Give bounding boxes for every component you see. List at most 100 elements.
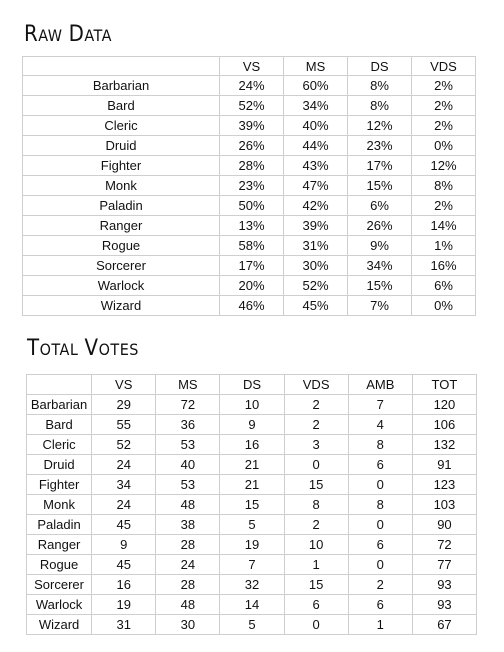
table-row: Druid 24 40 21 0 6 91: [25, 454, 478, 475]
table-row: Ranger 13% 39% 26% 14%: [22, 215, 476, 236]
table-row: Bard 55 36 9 2 4 106: [25, 414, 478, 435]
table-cell: 9: [91, 534, 157, 555]
header-row: VS MS DS VDS AMB TOT: [25, 374, 478, 395]
column-header: VDS: [283, 374, 349, 395]
row-label: Ranger: [25, 534, 93, 555]
table-cell: 10: [283, 534, 349, 555]
row-label: Fighter: [22, 155, 220, 176]
table-cell: 5: [219, 614, 285, 635]
table-cell: 17%: [219, 255, 284, 276]
total-votes-table: VS MS DS VDS AMB TOT Barbarian 29 72 10 2 7 120 Bard 5…: [25, 374, 478, 635]
table-row: Rogue 58% 31% 9% 1%: [22, 235, 476, 256]
table-cell: 34: [91, 474, 157, 495]
table-row: Druid 26% 44% 23% 0%: [22, 135, 476, 156]
table-cell: 7: [219, 554, 285, 575]
table-cell: 44%: [283, 135, 348, 156]
table-cell: 6%: [411, 275, 476, 296]
row-label: Sorcerer: [22, 255, 220, 276]
raw-data-table: VS MS DS VDS Barbarian 24% 60% 8% 2% Bard 52% 34% 8%…: [22, 56, 476, 316]
table-cell: 60%: [283, 75, 348, 96]
table-cell: 52%: [219, 95, 284, 116]
table-cell: 67: [411, 614, 478, 635]
table-cell: 90: [411, 514, 478, 535]
total-heading-rest-1: otal: [39, 340, 79, 359]
table-cell: 45: [91, 514, 157, 535]
column-header: TOT: [411, 374, 478, 395]
table-cell: 34%: [283, 95, 348, 116]
table-cell: 30%: [283, 255, 348, 276]
table-cell: 21: [219, 474, 285, 495]
table-cell: 24: [91, 494, 157, 515]
table-cell: 0: [347, 514, 413, 535]
table-cell: 53: [155, 434, 221, 455]
table-cell: 9: [219, 414, 285, 435]
table-cell: 5: [219, 514, 285, 535]
table-cell: 2: [283, 414, 349, 435]
table-row: Ranger 9 28 19 10 6 72: [25, 534, 478, 555]
header-row: VS MS DS VDS: [22, 56, 476, 76]
table-cell: 45%: [283, 295, 348, 316]
column-header: MS: [155, 374, 221, 395]
table-cell: 58%: [219, 235, 284, 256]
raw-heading-rest-2: ata: [84, 26, 112, 45]
table-cell: 72: [411, 534, 478, 555]
table-cell: 0: [347, 554, 413, 575]
table-cell: 91: [411, 454, 478, 475]
table-cell: 77: [411, 554, 478, 575]
row-label: Ranger: [22, 215, 220, 236]
table-cell: 8%: [347, 75, 412, 96]
column-header: VDS: [411, 56, 476, 76]
table-cell: 23%: [347, 135, 412, 156]
table-row: Paladin 45 38 5 2 0 90: [25, 514, 478, 535]
table-cell: 13%: [219, 215, 284, 236]
table-cell: 38: [155, 514, 221, 535]
table-cell: 50%: [219, 195, 284, 216]
table-row: Wizard 31 30 5 0 1 67: [25, 614, 478, 635]
table-row: Wizard 46% 45% 7% 0%: [22, 295, 476, 316]
row-label: Rogue: [22, 235, 220, 256]
row-label: Sorcerer: [25, 574, 93, 595]
table-cell: 1: [347, 614, 413, 635]
row-label: Warlock: [25, 594, 93, 615]
table-cell: 6: [347, 594, 413, 615]
row-label: Fighter: [25, 474, 93, 495]
table-cell: 19: [219, 534, 285, 555]
table-cell: 123: [411, 474, 478, 495]
total-heading-initial-1: T: [27, 336, 40, 361]
row-label: Cleric: [22, 115, 220, 136]
table-cell: 26%: [219, 135, 284, 156]
raw-data-heading: Raw Data: [24, 22, 112, 47]
table-cell: 55: [91, 414, 157, 435]
table-cell: 106: [411, 414, 478, 435]
table-row: Paladin 50% 42% 6% 2%: [22, 195, 476, 216]
table-row: Sorcerer 17% 30% 34% 16%: [22, 255, 476, 276]
table-cell: 39%: [219, 115, 284, 136]
table-cell: 2%: [411, 195, 476, 216]
row-label: Barbarian: [22, 75, 220, 96]
table-row: Bard 52% 34% 8% 2%: [22, 95, 476, 116]
table-cell: 0: [283, 454, 349, 475]
table-cell: 4: [347, 414, 413, 435]
table-cell: 52: [91, 434, 157, 455]
table-cell: 19: [91, 594, 157, 615]
table-cell: 10: [219, 394, 285, 415]
table-cell: 40%: [283, 115, 348, 136]
table-cell: 28%: [219, 155, 284, 176]
row-label: Paladin: [22, 195, 220, 216]
table-cell: 103: [411, 494, 478, 515]
table-cell: 52%: [283, 275, 348, 296]
column-header: DS: [219, 374, 285, 395]
table-cell: 36: [155, 414, 221, 435]
table-cell: 43%: [283, 155, 348, 176]
table-cell: 2%: [411, 95, 476, 116]
raw-heading-initial-2: D: [68, 22, 85, 47]
table-cell: 2: [283, 514, 349, 535]
table-cell: 46%: [219, 295, 284, 316]
table-row: Monk 24 48 15 8 8 103: [25, 494, 478, 515]
table-row: Sorcerer 16 28 32 15 2 93: [25, 574, 478, 595]
table-row: Cleric 52 53 16 3 8 132: [25, 434, 478, 455]
column-header: MS: [283, 56, 348, 76]
total-votes-heading: Total Votes: [27, 336, 139, 361]
table-cell: 16%: [411, 255, 476, 276]
column-header: [22, 56, 220, 76]
